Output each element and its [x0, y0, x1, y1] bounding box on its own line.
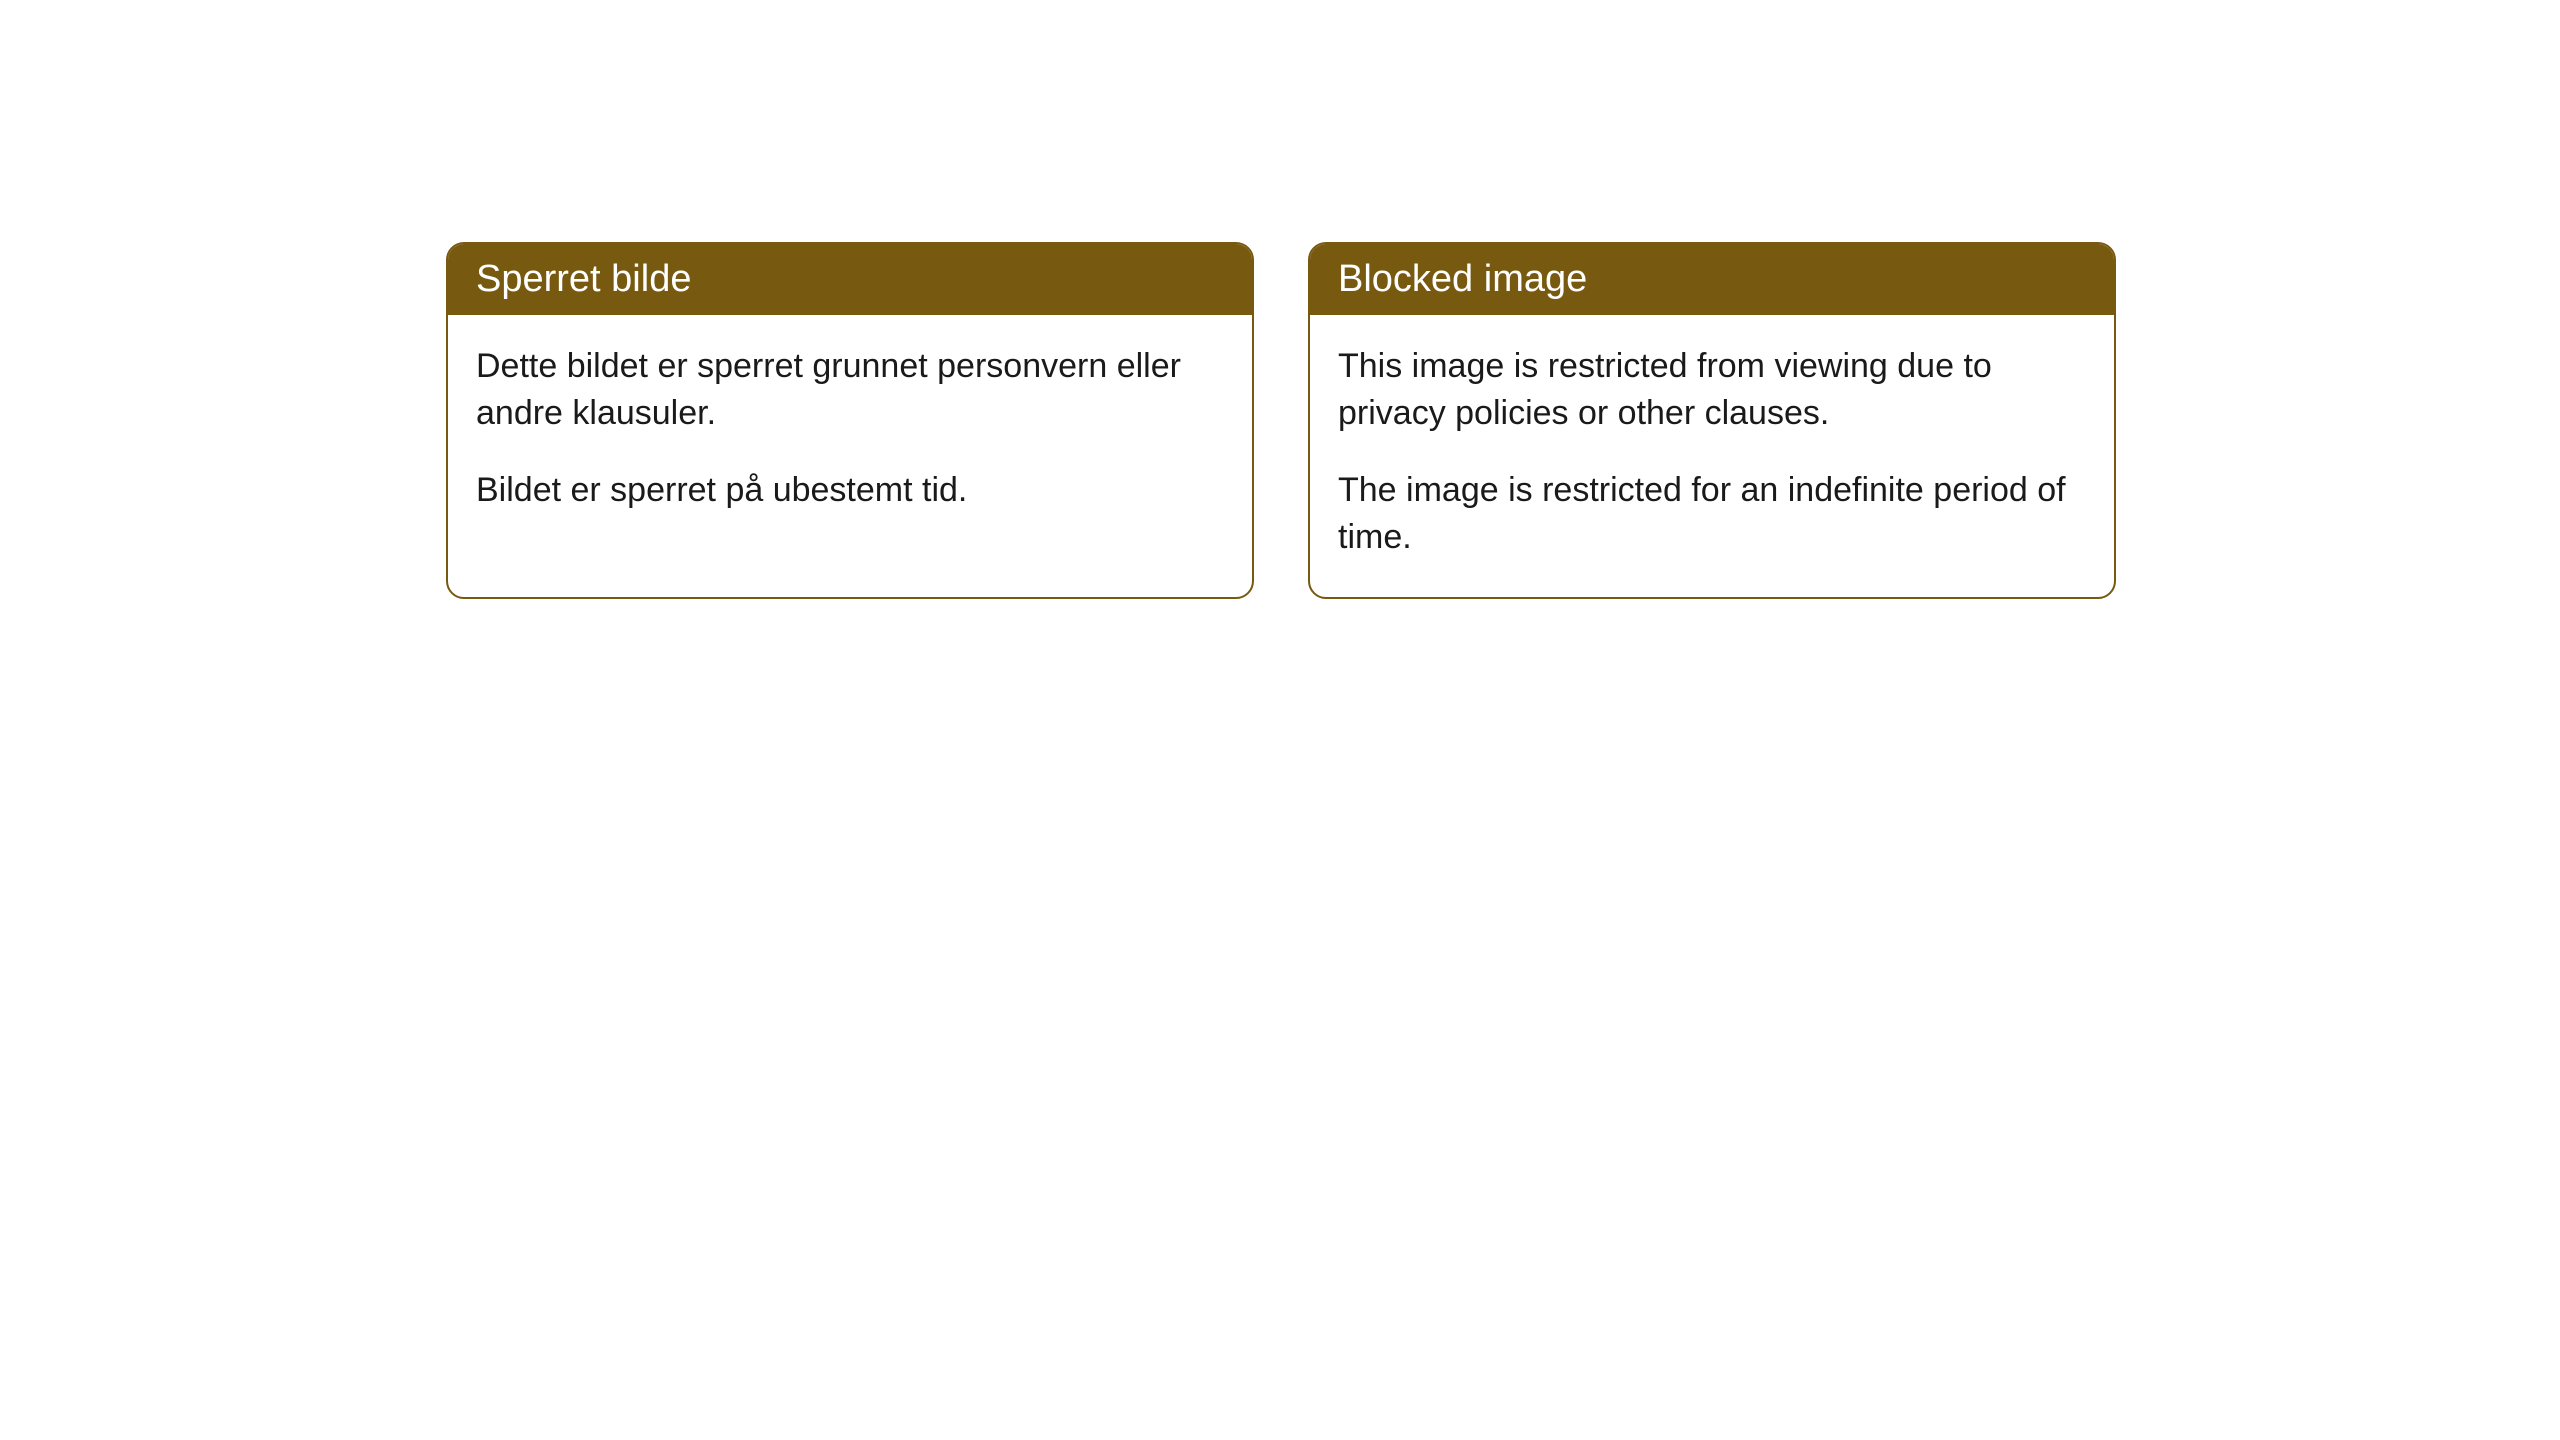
card-title: Sperret bilde: [476, 258, 691, 300]
card-paragraph: This image is restricted from viewing du…: [1338, 343, 2086, 437]
card-title: Blocked image: [1338, 258, 1587, 300]
card-header: Blocked image: [1310, 244, 2114, 315]
notice-card-english: Blocked image This image is restricted f…: [1308, 242, 2116, 599]
notice-card-norwegian: Sperret bilde Dette bildet er sperret gr…: [446, 242, 1254, 599]
notice-cards-container: Sperret bilde Dette bildet er sperret gr…: [446, 242, 2116, 599]
card-paragraph: Dette bildet er sperret grunnet personve…: [476, 343, 1224, 437]
card-header: Sperret bilde: [448, 244, 1252, 315]
card-paragraph: Bildet er sperret på ubestemt tid.: [476, 467, 1224, 514]
card-body: This image is restricted from viewing du…: [1310, 315, 2114, 597]
card-paragraph: The image is restricted for an indefinit…: [1338, 467, 2086, 561]
card-body: Dette bildet er sperret grunnet personve…: [448, 315, 1252, 550]
